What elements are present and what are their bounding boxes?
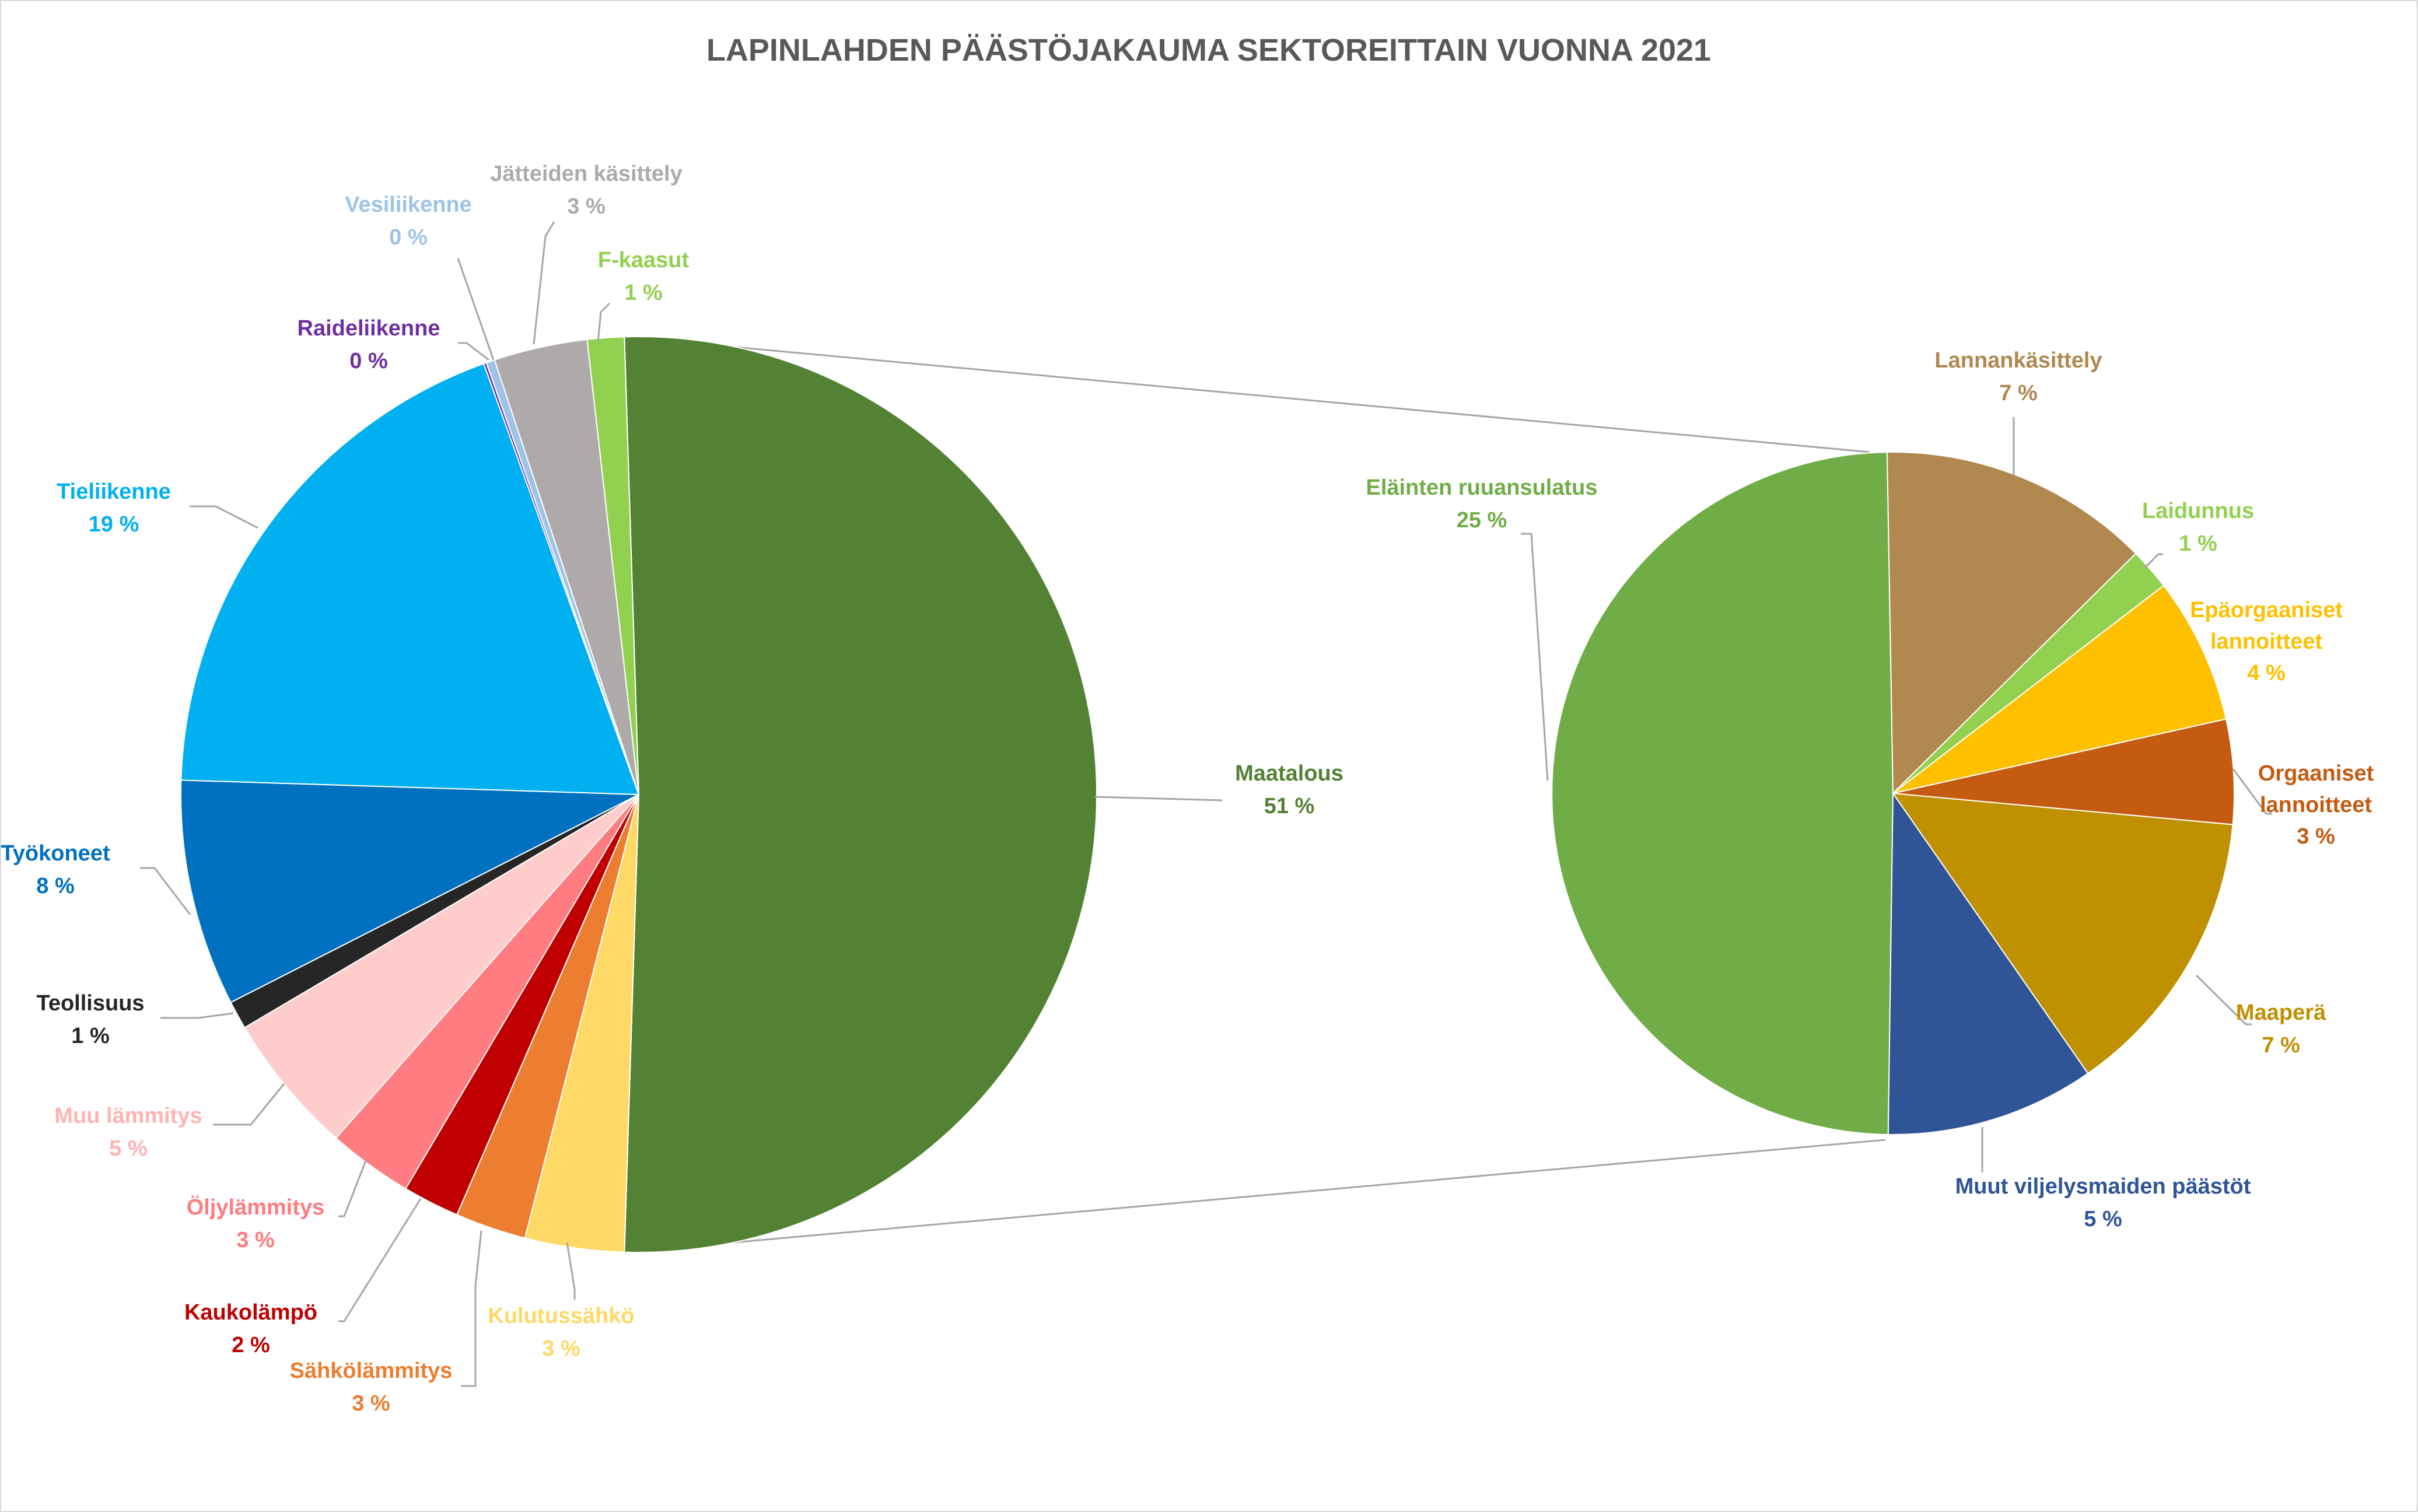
main-pie-leader-kaukolampo xyxy=(338,1198,422,1322)
secondary-pie-slice-elainten-ruuansulatus xyxy=(1551,452,1894,1135)
secondary-pie-label-lannankasittely: Lannankäsittely 7 % xyxy=(1934,348,2102,405)
main-pie-slice-f-kaasut xyxy=(586,336,639,795)
secondary-pie-label-elainten-ruuansulatus: Eläinten ruuansulatus 25 % xyxy=(1366,475,1598,533)
main-pie xyxy=(180,336,1098,1253)
chart-title: LAPINLAHDEN PÄÄSTÖJAKAUMA SEKTOREITTAIN … xyxy=(706,33,1711,68)
connector-line-top xyxy=(624,335,1870,453)
main-pie-leader-maatalous xyxy=(1094,796,1223,802)
main-pie-leader-teollisuus xyxy=(160,1012,234,1019)
secondary-pie-label-muut-viljelysmaiden-paastot: Muut viljelysmaiden päästöt 5 % xyxy=(1955,1174,2251,1231)
main-pie-leader-f-kaasut xyxy=(597,302,611,343)
main-pie-label-oljylammitys: Öljylämmitys 3 % xyxy=(187,1195,325,1252)
secondary-pie-label-epaorgaaniset-lannoitteet: Epäorgaaniset lannoitteet 4 % xyxy=(2190,598,2343,685)
main-pie-leader-kulutussahko xyxy=(566,1242,576,1300)
main-pie-leader-oljylammitys xyxy=(338,1160,367,1217)
main-pie-label-maatalous: Maatalous 51 % xyxy=(1235,761,1343,818)
data-labels: Maatalous 51 % Kulutussähkö 3 % Sähkölämmity… xyxy=(1,162,2374,1416)
main-pie-leader-tieliikenne xyxy=(190,505,258,529)
secondary-pie-leader-laidunnus xyxy=(2143,553,2163,570)
secondary-pie-leader-maapera xyxy=(2195,974,2252,1026)
main-pie-label-kaukolampo: Kaukolämpö 2 % xyxy=(184,1300,317,1357)
main-pie-leader-vesiliikenne xyxy=(457,258,495,360)
main-pie-label-kulutussahko: Kulutussähkö 3 % xyxy=(488,1304,634,1361)
main-pie-label-sahkolammitys: Sähkölämmitys 3 % xyxy=(290,1359,453,1416)
secondary-pie-label-orgaaniset-lannoitteet: Orgaaniset lannoitteet 3 % xyxy=(2258,761,2374,849)
main-pie-label-jatteiden-kasittely: Jätteiden käsittely 3 % xyxy=(490,162,682,219)
secondary-pie-slice-epaorgaaniset-lannoitteet xyxy=(1892,584,2227,794)
main-pie-slice-muu-lammitys xyxy=(243,794,639,1139)
secondary-pie-label-maapera: Maaperä 7 % xyxy=(2236,1000,2326,1058)
main-pie-label-tyokoneet: Työkoneet 8 % xyxy=(1,841,110,898)
secondary-pie-label-laidunnus: Laidunnus 1 % xyxy=(2142,499,2254,556)
main-pie-label-tieliikenne: Tieliikenne 19 % xyxy=(57,480,171,537)
secondary-pie-slice-orgaaniset-lannoitteet xyxy=(1892,718,2235,825)
secondary-pie-leader-elainten-ruuansulatus xyxy=(1521,533,1549,781)
main-pie-leader-jatteiden-kasittely xyxy=(533,221,555,345)
secondary-pie-slice-lannankasittely xyxy=(1886,452,2137,795)
main-pie-leader-muu-lammitys xyxy=(213,1083,285,1126)
main-pie-leader-tyokoneet xyxy=(140,867,191,915)
main-pie-label-muu-lammitys: Muu lämmitys 5 % xyxy=(54,1104,202,1161)
connector-lines xyxy=(624,335,1886,1254)
main-pie-slice-tyokoneet xyxy=(180,779,639,1003)
secondary-pie-leader-orgaaniset-lannoitteet xyxy=(2232,768,2272,815)
main-pie-leader-sahkolammitys xyxy=(461,1230,482,1387)
main-pie-label-teollisuus: Teollisuus 1 % xyxy=(36,991,144,1048)
main-pie-leader-raideliikenne xyxy=(458,342,489,361)
secondary-pie-slice-muut-viljelysmaiden-paastot xyxy=(1887,791,2089,1135)
main-pie-label-vesiliikenne: Vesiliikenne 0 % xyxy=(345,192,472,250)
main-pie-slice-tieliikenne xyxy=(180,363,640,796)
secondary-pie-slice-maapera xyxy=(1891,792,2234,1074)
secondary-pie xyxy=(1551,452,2235,1135)
main-pie-label-raideliikenne: Raideliikenne 0 % xyxy=(298,316,440,373)
main-pie-slice-maatalous xyxy=(624,336,1098,1253)
connector-line-bottom xyxy=(624,1139,1886,1254)
leader-lines xyxy=(140,221,2272,1387)
main-pie-label-f-kaasut: F-kaasut 1 % xyxy=(598,248,690,305)
